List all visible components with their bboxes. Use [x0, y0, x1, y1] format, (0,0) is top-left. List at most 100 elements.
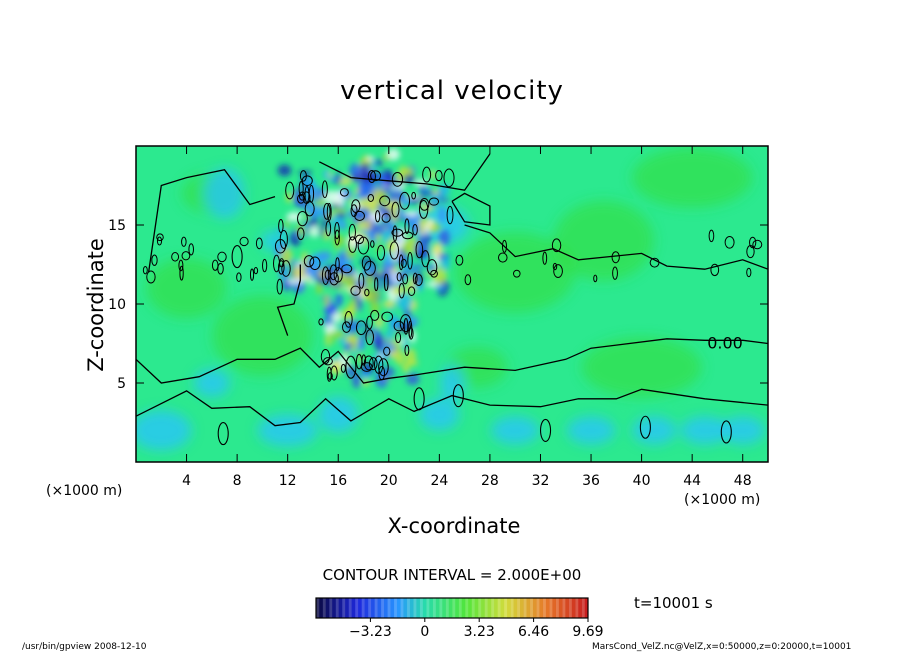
core-cell: [388, 350, 398, 359]
contour-lines: 0.00: [136, 153, 768, 446]
core-contour: [323, 357, 333, 366]
core-contour: [341, 264, 353, 274]
wave-contour: [181, 251, 191, 261]
core-cell: [360, 219, 373, 231]
core-cell: [356, 295, 363, 312]
core-contour: [374, 277, 379, 292]
x-tick-label: 44: [683, 473, 701, 489]
core-contour: [430, 269, 438, 278]
core-contour: [303, 255, 315, 268]
zero-contour: [319, 153, 491, 191]
core-contour: [355, 320, 367, 336]
colorbar-cell: [338, 598, 343, 618]
core-contour: [399, 314, 412, 333]
colorbar-cell: [400, 598, 404, 618]
core-cell: [308, 279, 315, 285]
colorbar-cell: [471, 598, 476, 618]
core-cell: [313, 208, 329, 214]
core-contour: [366, 315, 373, 330]
colorbar-cell: [474, 598, 479, 618]
wave-contour: [551, 238, 562, 253]
colorbar-cell: [448, 598, 453, 618]
wave-contour: [649, 257, 660, 268]
core-contour: [299, 170, 307, 182]
core-cell: [331, 339, 336, 345]
colorbar-cell: [406, 598, 411, 618]
colorbar-cell: [445, 598, 450, 618]
wave-contour: [239, 236, 249, 247]
core-contour: [278, 260, 285, 275]
core-cell: [389, 314, 400, 332]
colorbar-tick-label: 6.46: [518, 624, 549, 640]
colorbar-cell: [477, 598, 482, 618]
field-blob: [257, 414, 318, 447]
core-contour: [350, 285, 361, 296]
colorbar-cell: [516, 598, 521, 618]
x-tick-label: 28: [481, 473, 499, 489]
core-contour: [395, 331, 402, 344]
core-contour: [435, 169, 443, 182]
colorbar-cell: [361, 598, 365, 618]
core-contour: [274, 238, 287, 254]
core-cell: [324, 190, 339, 205]
core-contour: [426, 259, 438, 276]
core-contour: [363, 355, 374, 371]
colorbar-cell: [542, 598, 547, 618]
colorbar-cell: [396, 598, 401, 618]
core-cell: [378, 352, 384, 360]
colorbar-cell: [322, 598, 327, 618]
colorbar-cell: [526, 598, 531, 618]
wave-contour: [746, 267, 752, 278]
wave-contour: [552, 262, 558, 271]
x-unit-label-right: (×1000 m): [684, 492, 761, 508]
colorbar-cell: [461, 598, 466, 618]
core-contour: [329, 264, 338, 281]
field-blob: [680, 416, 729, 445]
core-contour: [325, 220, 332, 237]
core-contour: [415, 241, 424, 259]
core-contour: [341, 321, 351, 333]
wave-contour: [255, 237, 263, 250]
core-contour: [389, 241, 400, 260]
field-blob: [136, 410, 192, 451]
wave-contour: [249, 268, 255, 281]
zero-contour: [136, 338, 768, 384]
closed-contour: [539, 418, 552, 442]
core-contour: [418, 199, 429, 219]
field-blob: [632, 147, 753, 208]
colorbar-cell: [529, 598, 534, 618]
colorbar-cell: [435, 598, 440, 618]
core-contour: [365, 329, 375, 346]
colorbar-cell: [416, 598, 421, 618]
core-contour: [407, 286, 416, 296]
y-tick-label: 15: [108, 218, 126, 234]
colorbar-cell: [565, 598, 569, 618]
colorbar-cell: [367, 598, 372, 618]
wave-contour: [708, 229, 715, 243]
wave-contour: [501, 239, 508, 253]
core-cell: [402, 268, 416, 274]
closed-contour: [345, 355, 357, 379]
core-cell: [345, 364, 356, 377]
core-contour: [321, 266, 330, 285]
colorbar-cell: [494, 598, 498, 618]
colorbar-cell: [403, 598, 408, 618]
core-cell: [374, 159, 384, 167]
wave-contour: [181, 236, 187, 247]
wave-contour: [156, 233, 164, 242]
core-cell: [411, 264, 426, 270]
core-cell: [316, 251, 332, 261]
core-contour: [361, 255, 372, 271]
colorbar-cell: [358, 598, 362, 618]
core-cell: [360, 372, 372, 379]
colorbar-cell: [422, 598, 427, 618]
core-cell: [431, 242, 443, 257]
field-blob: [440, 365, 464, 401]
field-blob: [581, 337, 702, 398]
core-contour: [422, 166, 432, 183]
core-contour: [354, 234, 365, 245]
core-cell: [310, 225, 319, 238]
core-cell: [287, 278, 303, 285]
core-contour: [404, 218, 410, 235]
colorbar-cell: [464, 598, 469, 618]
